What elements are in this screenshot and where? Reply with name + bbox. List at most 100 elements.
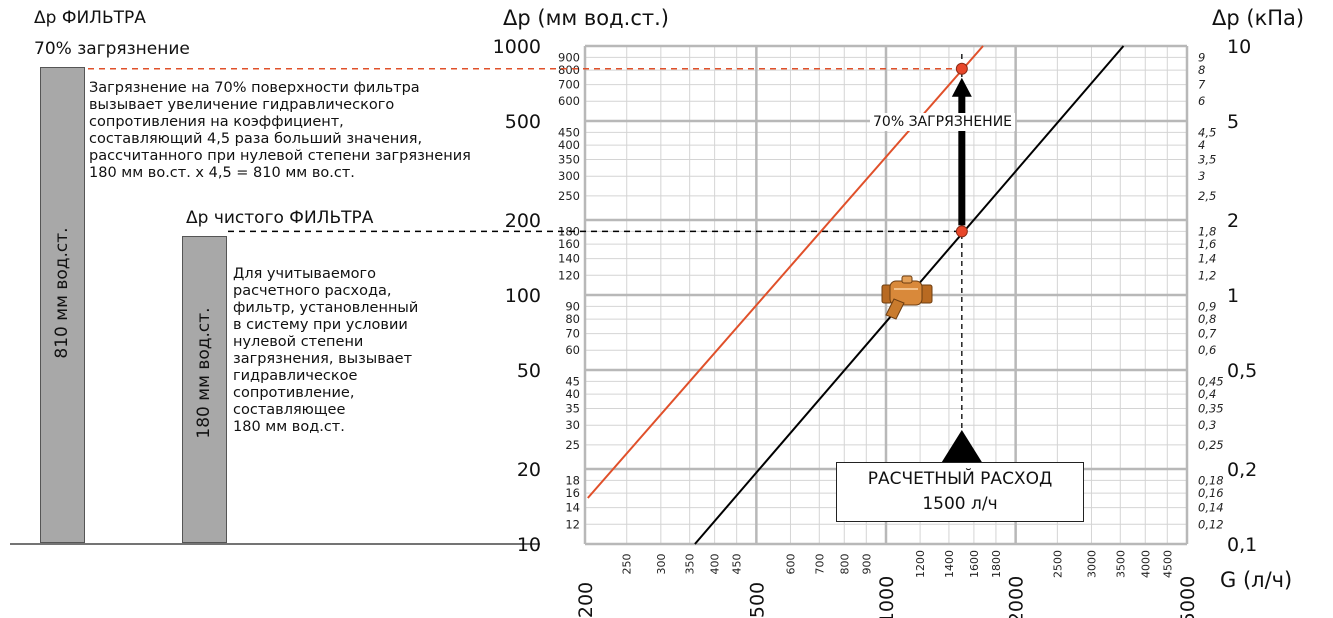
clean-filter-title: Δp чистого ФИЛЬТРА — [186, 208, 374, 228]
x-tick-label: 500 — [746, 582, 768, 618]
y-right-tick-label: 1 — [1227, 285, 1239, 307]
y-right-minor-tick-label: 6 — [1198, 94, 1205, 108]
y-right-minor-tick-label: 2,5 — [1198, 189, 1216, 203]
x-tick-label: 2000 — [1006, 576, 1028, 618]
y-right-minor-tick-label: 0,14 — [1198, 501, 1224, 515]
y-right-minor-tick-label: 9 — [1198, 50, 1205, 64]
y-right-minor-tick-label: 1,8 — [1198, 224, 1216, 238]
increase-arrow-head — [951, 77, 972, 97]
x-minor-tick-label: 2500 — [1051, 550, 1064, 578]
y-right-minor-tick-label: 0,7 — [1198, 327, 1217, 341]
y-minor-tick-label: 70 — [565, 327, 580, 341]
y-minor-tick-label: 35 — [565, 402, 580, 416]
y-right-tick-label: 5 — [1227, 111, 1239, 133]
y-strainer-valve-icon — [881, 275, 933, 320]
x-minor-tick-label: 800 — [838, 554, 851, 575]
y-minor-tick-label: 160 — [558, 237, 580, 251]
y-right-minor-tick-label: 7 — [1198, 78, 1206, 92]
y-minor-tick-label: 45 — [565, 374, 580, 388]
x-minor-tick-label: 900 — [860, 554, 873, 575]
dirty-filter-title: Δp ФИЛЬТРА — [34, 8, 146, 28]
y-right-tick-label: 0,2 — [1227, 459, 1257, 481]
x-minor-tick-label: 4000 — [1139, 550, 1152, 578]
x-minor-tick-label: 3000 — [1085, 550, 1098, 578]
design-flow-callout: РАСЧЕТНЫЙ РАСХОД 1500 л/ч — [836, 462, 1084, 522]
x-minor-tick-label: 600 — [784, 554, 797, 575]
x-axis-title: G (л/ч) — [1220, 568, 1293, 592]
y-minor-tick-label: 900 — [558, 50, 580, 64]
y-minor-tick-label: 18 — [565, 473, 580, 487]
y-minor-tick-label: 120 — [558, 268, 580, 282]
dirty-annotation-label: 70% ЗАГРЯЗНЕНИЕ — [870, 113, 1016, 131]
x-minor-tick-label: 250 — [621, 554, 634, 575]
y-right-minor-tick-label: 0,6 — [1198, 343, 1216, 357]
y-right-minor-tick-label: 4,5 — [1198, 125, 1216, 139]
clean-filter-text: Для учитываемого расчетного расхода, фил… — [233, 266, 419, 435]
design-flow-title: РАСЧЕТНЫЙ РАСХОД — [867, 469, 1053, 489]
dirty-filter-text: Загрязнение на 70% поверхности фильтра в… — [89, 80, 471, 181]
y-minor-tick-label: 250 — [558, 189, 580, 203]
y-minor-tick-label: 12 — [565, 517, 580, 531]
y-right-minor-tick-label: 1,2 — [1198, 268, 1216, 282]
y-minor-tick-label: 300 — [558, 169, 580, 183]
x-tick-label: 200 — [575, 582, 597, 618]
y-right-minor-tick-label: 8 — [1198, 63, 1205, 77]
x-minor-tick-label: 3500 — [1114, 550, 1127, 578]
y-tick-label: 10 — [517, 534, 541, 556]
y-minor-tick-label: 140 — [558, 252, 580, 266]
y-right-minor-tick-label: 0,35 — [1198, 402, 1224, 416]
y-minor-tick-label: 25 — [565, 438, 580, 452]
x-minor-tick-label: 1600 — [968, 550, 981, 578]
x-minor-tick-label: 300 — [655, 554, 668, 575]
x-minor-tick-label: 700 — [813, 554, 826, 575]
clean-filter-bar — [182, 236, 227, 543]
y-right-axis-title: Δp (кПа) — [1212, 6, 1305, 30]
y-right-minor-tick-label: 3 — [1198, 169, 1205, 183]
dirty-filter-bar — [40, 67, 85, 543]
y-minor-tick-label: 600 — [558, 94, 580, 108]
y-minor-tick-label: 16 — [565, 486, 580, 500]
y-right-minor-tick-label: 0,4 — [1198, 387, 1216, 401]
y-right-tick-label: 10 — [1227, 36, 1251, 58]
y-right-minor-tick-label: 0,45 — [1198, 374, 1224, 388]
x-minor-tick-label: 1800 — [990, 550, 1003, 578]
y-right-minor-tick-label: 3,5 — [1198, 153, 1216, 167]
y-right-minor-tick-label: 0,18 — [1198, 473, 1224, 487]
y-axis-title: Δp (мм вод.ст.) — [503, 6, 669, 30]
y-right-minor-tick-label: 0,8 — [1198, 312, 1216, 326]
y-tick-label: 200 — [505, 210, 541, 232]
y-right-minor-tick-label: 0,16 — [1198, 486, 1224, 500]
y-right-minor-tick-label: 4 — [1198, 138, 1205, 152]
x-minor-tick-label: 1200 — [914, 550, 927, 578]
x-minor-tick-label: 400 — [709, 554, 722, 575]
y-right-minor-tick-label: 0,25 — [1198, 438, 1224, 452]
y-right-tick-label: 0,5 — [1227, 360, 1257, 382]
y-right-tick-label: 2 — [1227, 210, 1239, 232]
y-right-minor-tick-label: 1,6 — [1198, 237, 1216, 251]
y-minor-tick-label: 400 — [558, 138, 580, 152]
design-flow-triangle — [941, 430, 982, 462]
y-tick-label: 500 — [505, 111, 541, 133]
y-minor-tick-label: 40 — [565, 387, 580, 401]
design-point-marker — [955, 225, 968, 238]
design-point-marker — [955, 62, 968, 75]
y-tick-label: 100 — [505, 285, 541, 307]
y-minor-tick-label: 700 — [558, 78, 580, 92]
y-right-tick-label: 0,1 — [1227, 534, 1257, 556]
y-minor-tick-label: 450 — [558, 125, 580, 139]
y-tick-label: 1000 — [493, 36, 541, 58]
y-right-minor-tick-label: 0,3 — [1198, 418, 1216, 432]
y-right-minor-tick-label: 0,9 — [1198, 299, 1216, 313]
y-right-minor-tick-label: 0,12 — [1198, 517, 1224, 531]
y-tick-label: 50 — [517, 360, 541, 382]
y-minor-tick-label: 350 — [558, 153, 580, 167]
x-minor-tick-label: 1400 — [943, 550, 956, 578]
x-tick-label: 1000 — [876, 576, 898, 618]
dirty-filter-subtitle: 70% загрязнение — [34, 39, 190, 59]
y-minor-tick-label: 60 — [565, 343, 580, 357]
y-minor-tick-label: 800 — [558, 63, 580, 77]
y-minor-tick-label: 30 — [565, 418, 580, 432]
x-minor-tick-label: 450 — [731, 554, 744, 575]
y-minor-tick-label: 90 — [565, 299, 580, 313]
